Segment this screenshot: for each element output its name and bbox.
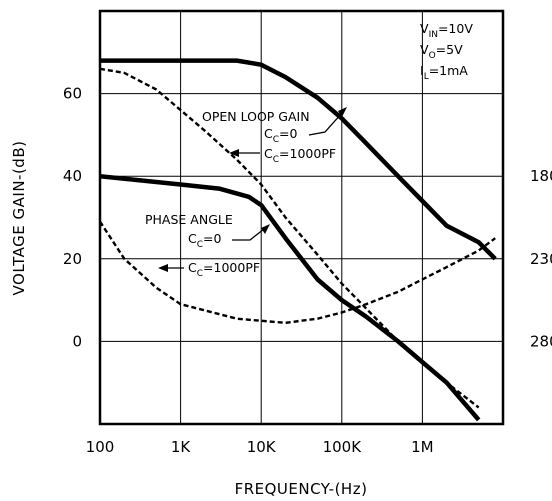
x-tick-label: 100K [323, 438, 363, 456]
right-tick-label: 180 [530, 167, 552, 185]
open-loop-gain-label: OPEN LOOP GAIN [202, 109, 310, 124]
cc-1000pf-label-phase: CC=1000PF [188, 260, 260, 279]
condition-il: IL=1mA [420, 63, 468, 82]
right-tick-label: 280 [530, 332, 552, 350]
phase-cc0-line [100, 173, 481, 422]
cc-zero-label-phase: CC=0 [188, 231, 222, 250]
x-axis-title: FREQUENCY-(Hz) [235, 480, 368, 498]
gain-cc0-line [100, 58, 497, 261]
right-tick-label: 230 [530, 250, 552, 268]
condition-vin: VIN=10V [420, 21, 473, 40]
open-loop-annotations: OPEN LOOP GAIN CC=0 CC=1000PF [202, 107, 347, 165]
cc-zero-gain-arrowhead [338, 107, 347, 117]
condition-vo: VO=5V [420, 42, 463, 61]
phase-cc1000pf-line [100, 220, 496, 324]
x-tick-label: 1M [411, 438, 434, 456]
cc-zero-gain-arrow [308, 112, 343, 136]
cc-zero-phase-arrowhead [261, 224, 270, 234]
cc-zero-label-gain: CC=0 [264, 126, 298, 145]
plot-frame [98, 9, 505, 426]
x-tick-label: 1K [171, 438, 192, 456]
series-group [100, 58, 497, 422]
y-tick-label: 60 [63, 85, 82, 103]
cc-1000pf-label-gain: CC=1000PF [264, 146, 336, 165]
y-tick-label: 40 [63, 167, 82, 185]
conditions-box: VIN=10V VO=5V IL=1mA [420, 21, 473, 82]
x-tick-label: 10K [247, 438, 277, 456]
x-tick-label: 100 [86, 438, 115, 456]
y-tick-label: 0 [72, 332, 82, 350]
y-axis-title: VOLTAGE GAIN-(dB) [10, 141, 28, 296]
tick-labels: 100 1K 10K 100K 1M 0 20 40 60 180 230 280 [63, 85, 552, 456]
y-tick-label: 20 [63, 250, 82, 268]
cc-1000pf-gain-arrowhead [229, 149, 239, 157]
phase-annotations: PHASE ANGLE CC=0 CC=1000PF [145, 212, 270, 279]
cc-zero-phase-arrow [232, 228, 265, 241]
cc-1000pf-phase-arrowhead [158, 264, 168, 272]
phase-angle-label: PHASE ANGLE [145, 212, 233, 227]
